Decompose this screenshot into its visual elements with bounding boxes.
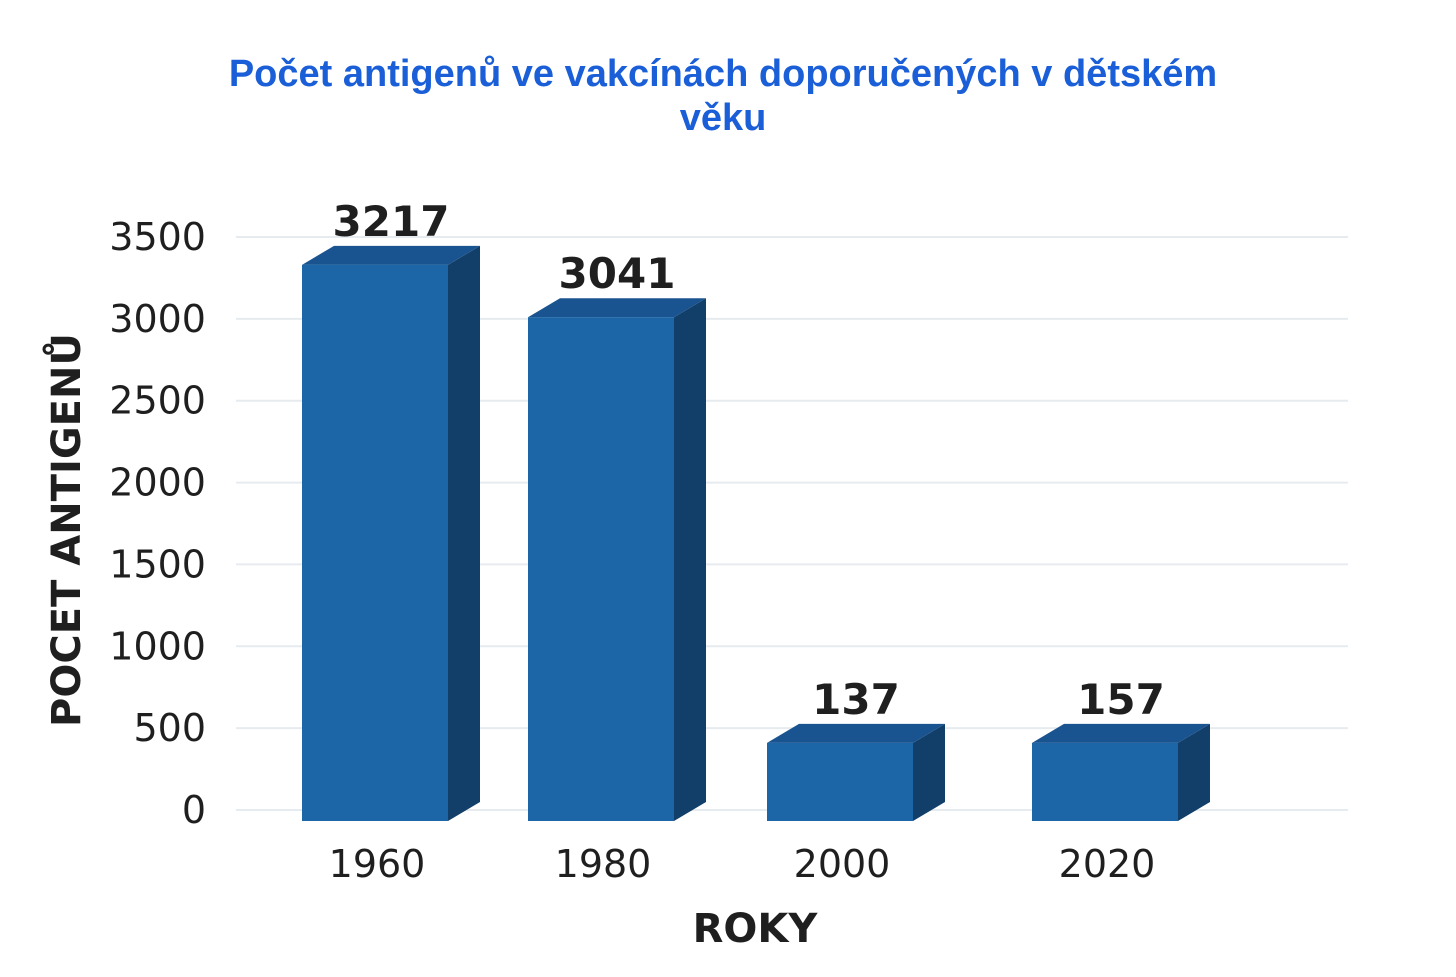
y-tick-2000: 2000 — [109, 461, 206, 505]
y-tick-500: 500 — [133, 706, 206, 750]
y-tick-0: 0 — [182, 788, 206, 832]
bar-front-2020 — [1032, 742, 1178, 821]
bar-side-1960 — [448, 245, 480, 822]
x-axis-label: ROKY — [693, 906, 819, 952]
bar-side-1980 — [674, 298, 706, 822]
bar-1960 — [302, 245, 480, 822]
y-tick-3500: 3500 — [109, 215, 206, 259]
y-tick-labels: 0 500 1000 1500 2000 2500 3000 3500 — [109, 215, 206, 832]
bar-top-2020 — [1032, 723, 1210, 743]
value-label-2000: 137 — [812, 675, 900, 724]
y-tick-3000: 3000 — [109, 297, 206, 341]
chart-title-line-1: Počet antigenů ve vakcínách doporučených… — [228, 53, 1218, 95]
x-tick-2000: 2000 — [794, 842, 891, 886]
bar-side-2020 — [1178, 723, 1210, 821]
value-label-1960: 3217 — [333, 197, 450, 246]
bar-2000 — [767, 723, 945, 821]
x-tick-labels: 1960 1980 2000 2020 — [329, 842, 1156, 886]
x-tick-1980: 1980 — [555, 842, 652, 886]
bar-1980 — [528, 298, 706, 822]
bar-side-2000 — [913, 723, 945, 821]
chart-title-line-2: věku — [679, 97, 767, 139]
bar-2020 — [1032, 723, 1210, 821]
bar-front-1980 — [528, 317, 674, 821]
x-tick-2020: 2020 — [1059, 842, 1156, 886]
value-labels: 3217 3041 137 157 — [333, 197, 1165, 724]
bars — [302, 245, 1210, 822]
y-tick-1000: 1000 — [109, 624, 206, 668]
x-tick-1960: 1960 — [329, 842, 426, 886]
bar-top-2000 — [767, 723, 945, 743]
bar-top-1980 — [528, 298, 706, 318]
y-tick-1500: 1500 — [109, 542, 206, 586]
value-label-1980: 3041 — [559, 249, 676, 298]
bar-front-2000 — [767, 742, 913, 821]
y-axis-label: POCET ANTIGENŮ — [41, 333, 90, 727]
chart-title: Počet antigenů ve vakcínách doporučených… — [100, 52, 1346, 140]
value-label-2020: 157 — [1077, 675, 1165, 724]
y-tick-2500: 2500 — [109, 379, 206, 423]
bar-top-1960 — [302, 245, 480, 265]
bar-front-1960 — [302, 264, 448, 821]
